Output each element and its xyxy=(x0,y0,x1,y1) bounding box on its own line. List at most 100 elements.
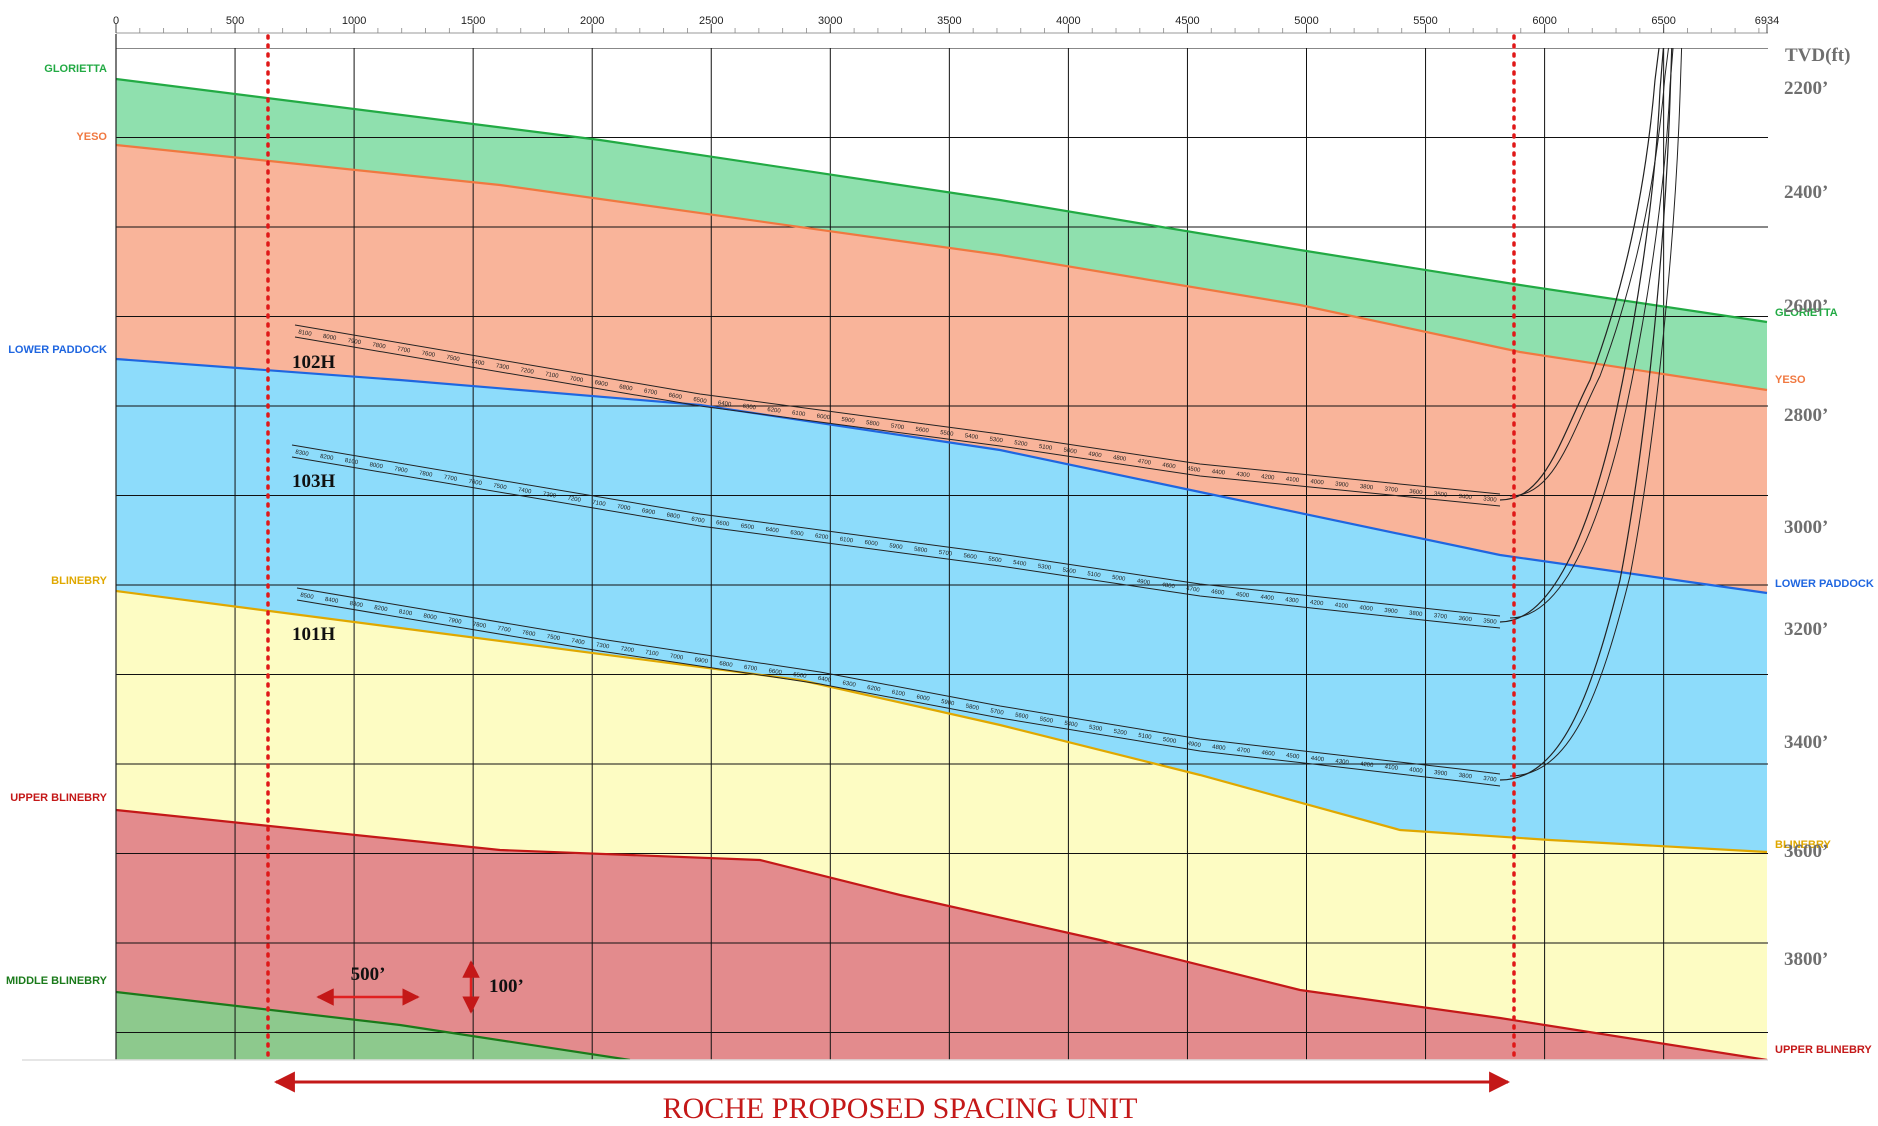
well-md-label: 4900 xyxy=(1136,579,1151,587)
well-md-label: 4900 xyxy=(1088,451,1103,459)
formation-top-blinebry xyxy=(116,589,1768,854)
well-lateral-upper-edge xyxy=(294,324,1501,495)
well-md-label: 6100 xyxy=(839,537,854,545)
formation-layers xyxy=(116,79,1767,1060)
x-tick-label: 4000 xyxy=(1056,15,1080,27)
well-md-label: 5400 xyxy=(964,433,979,441)
well-103h: 8300 8200 8100 8000 7900 7800 7700 7600 7500 7400… xyxy=(291,48,1674,629)
spacing-unit-label: ROCHE PROPOSED SPACING UNIT xyxy=(663,1092,1138,1121)
well-md-label: 7500 xyxy=(446,355,461,363)
formation-boundaries xyxy=(116,77,1768,1060)
x-tick-label: 4500 xyxy=(1175,15,1199,27)
well-md-label: 3600 xyxy=(1458,616,1473,623)
well-md-label: 5200 xyxy=(1062,567,1077,575)
well-md-label: 6800 xyxy=(666,512,681,520)
well-name-103h: 103H xyxy=(292,471,336,492)
formation-labels-left: GLORIETTA YESO LOWER PADDOCK BLINEBRY UPPER … xyxy=(6,63,108,987)
well-name-101h: 101H xyxy=(292,624,336,645)
well-md-label: 4000 xyxy=(1409,767,1424,775)
well-md-label: 4500 xyxy=(1235,592,1250,599)
formation-label-left-middle-blinebry: MIDDLE BLINEBRY xyxy=(6,975,108,987)
well-md-label: 8000 xyxy=(369,462,384,470)
well-md-label: 4600 xyxy=(1211,589,1226,596)
well-name-labels: 102H 103H 101H xyxy=(292,352,336,645)
well-md-label: 4000 xyxy=(1310,479,1325,486)
well-md-label: 6500 xyxy=(793,672,808,680)
wellbore-trajectories: 8100 8000 7900 7800 7700 7600 7500 7400 7300 7200… xyxy=(291,48,1683,787)
well-md-label: 4200 xyxy=(1360,761,1375,769)
well-md-label: 4600 xyxy=(1162,462,1177,470)
well-curve xyxy=(1499,48,1660,501)
well-md-label: 7700 xyxy=(443,475,458,483)
well-md-label: 7900 xyxy=(394,466,409,474)
well-md-label: 6400 xyxy=(765,527,780,535)
formation-label-right-yeso: YESO xyxy=(1775,374,1806,386)
x-tick-label: 1500 xyxy=(461,15,485,27)
x-tick-label: 5500 xyxy=(1413,15,1437,27)
x-tick-label: 2000 xyxy=(580,15,604,27)
well-md-label: 4400 xyxy=(1211,469,1226,476)
x-axis-minor-ticks xyxy=(115,28,1760,33)
well-md-label: 6700 xyxy=(691,517,706,525)
well-lateral-lower-edge xyxy=(294,336,1501,507)
well-md-label: 7500 xyxy=(546,634,561,642)
well-md-label: 7800 xyxy=(372,342,387,350)
well-md-label: 6200 xyxy=(867,685,882,693)
well-md-label: 4200 xyxy=(1261,474,1276,481)
well-md-label: 6800 xyxy=(619,384,634,392)
well-md-label: 6200 xyxy=(815,533,830,541)
well-md-label: 7300 xyxy=(542,491,557,499)
well-md-label: 5400 xyxy=(1013,560,1028,568)
well-md-label: 8100 xyxy=(344,458,359,466)
well-md-label: 6900 xyxy=(641,508,656,516)
well-md-label: 5000 xyxy=(1112,575,1127,583)
well-md-label: 7200 xyxy=(620,646,635,654)
well-md-label: 4900 xyxy=(1187,741,1202,749)
well-md-label: 3700 xyxy=(1384,486,1399,493)
formation-fill-upper-blinebry xyxy=(116,810,1767,1060)
well-curve xyxy=(1499,48,1664,623)
well-md-label: 8200 xyxy=(320,454,335,462)
well-md-label: 3600 xyxy=(1409,489,1424,496)
well-md-label: 8300 xyxy=(349,601,364,609)
well-md-label: 6600 xyxy=(768,668,783,676)
well-md-label: 5200 xyxy=(1014,440,1029,448)
well-md-label: 7900 xyxy=(448,617,463,625)
formation-label-left-yeso: YESO xyxy=(76,131,107,143)
well-md-label: 6800 xyxy=(719,661,734,669)
well-md-label: 3700 xyxy=(1483,776,1498,784)
well-md-label: 3900 xyxy=(1434,770,1449,778)
well-md-label: 7700 xyxy=(396,346,411,354)
well-lateral-lower-edge xyxy=(291,456,1501,629)
well-md-label: 5800 xyxy=(914,547,929,555)
formation-labels-right: GLORIETTA YESO LOWER PADDOCK BLINEBRY UPPER … xyxy=(1775,307,1874,1056)
well-md-label: 7400 xyxy=(518,487,533,495)
well-md-label: 7100 xyxy=(645,650,660,658)
well-md-label: 7600 xyxy=(468,479,483,487)
well-md-label: 7600 xyxy=(421,351,436,359)
well-md-label: 4500 xyxy=(1286,753,1301,761)
formation-label-right-upper-blinebry: UPPER BLINEBRY xyxy=(1775,1044,1872,1056)
well-md-label: 6900 xyxy=(594,380,609,388)
well-md-label: 7200 xyxy=(520,367,535,375)
tvd-label: 2800’ xyxy=(1784,405,1828,426)
well-lateral-upper-edge xyxy=(296,587,1501,775)
tvd-label: 3000’ xyxy=(1784,517,1828,538)
well-md-label: 5400 xyxy=(1064,721,1079,729)
well-md-label: 8300 xyxy=(295,450,310,458)
well-md-label: 6500 xyxy=(693,397,708,405)
well-md-label: 6900 xyxy=(694,657,709,665)
tvd-label: 3800’ xyxy=(1784,949,1828,970)
well-md-label: 6000 xyxy=(864,540,879,548)
well-md-label: 5100 xyxy=(1138,733,1153,741)
formation-label-right-lower-paddock: LOWER PADDOCK xyxy=(1775,578,1874,590)
well-md-label: 7500 xyxy=(493,483,508,491)
well-md-label: 8200 xyxy=(374,605,389,613)
tvd-label: 3600’ xyxy=(1784,841,1828,862)
well-md-label: 7100 xyxy=(545,372,560,380)
well-md-label: 3700 xyxy=(1433,613,1448,620)
well-name-102h: 102H xyxy=(292,352,336,373)
well-md-label: 7600 xyxy=(522,630,537,638)
well-md-label: 7000 xyxy=(616,504,631,512)
